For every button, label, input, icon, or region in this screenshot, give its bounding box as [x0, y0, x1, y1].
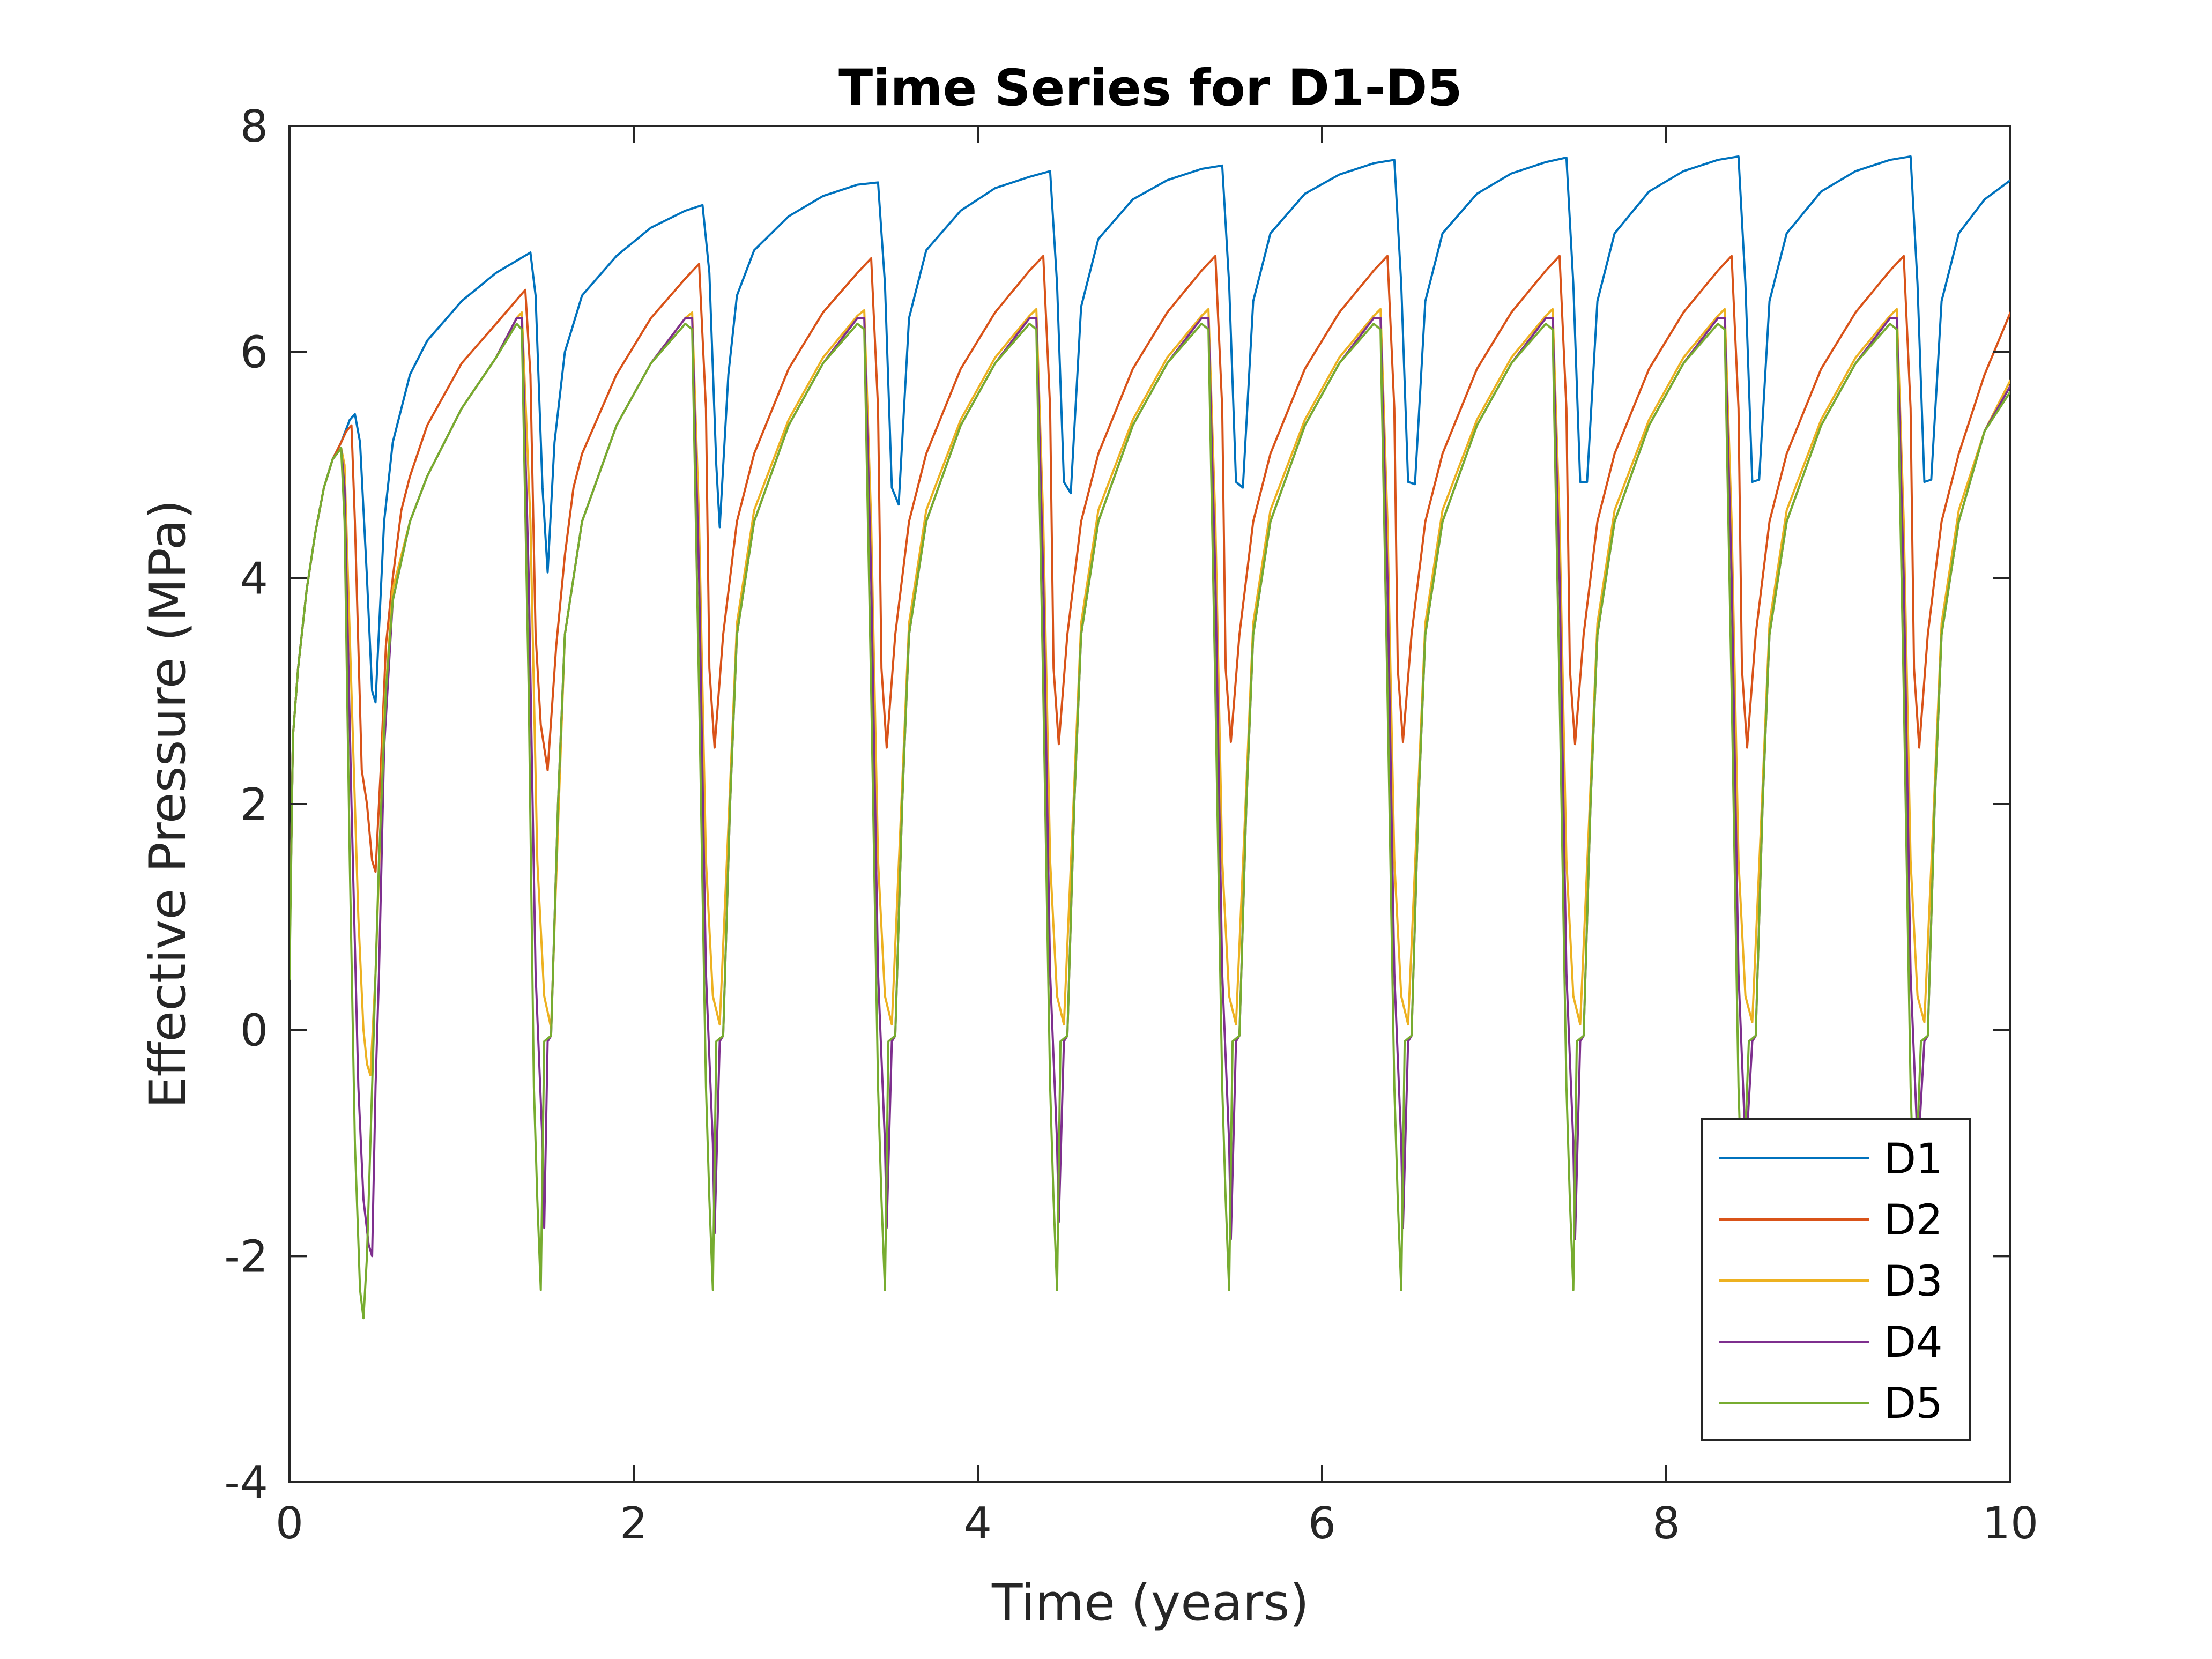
legend: D1 D2 D3 D4 D5 — [1701, 1118, 1971, 1441]
legend-item-d3: D3 — [1719, 1258, 1943, 1306]
chart-title: Time Series for D1-D5 — [838, 59, 1463, 117]
x-tick-label: 6 — [1308, 1498, 1336, 1549]
legend-item-d4: D4 — [1719, 1319, 1943, 1367]
series-layer — [290, 155, 2010, 1320]
legend-item-d2: D2 — [1719, 1196, 1943, 1245]
legend-item-d1: D1 — [1719, 1135, 1943, 1184]
x-tick-label: 0 — [276, 1498, 303, 1549]
series-line-d1 — [290, 155, 2010, 964]
legend-item-d5: D5 — [1719, 1380, 1943, 1428]
series-line-d5 — [290, 323, 2010, 1320]
y-tick-label: -2 — [224, 1231, 268, 1282]
y-tick-label: 4 — [240, 553, 268, 604]
x-tick-label: 8 — [1652, 1498, 1680, 1549]
series-line-d2 — [290, 255, 2010, 964]
y-tick-label: 8 — [240, 101, 268, 152]
legend-label: D5 — [1884, 1380, 1943, 1428]
legend-label: D1 — [1884, 1135, 1943, 1184]
y-tick-label: 2 — [240, 779, 268, 830]
tick-layer: 0 2 4 6 8 10 -4 -2 0 2 4 6 8 — [224, 101, 2038, 1549]
legend-label: D4 — [1884, 1319, 1943, 1367]
x-tick-label: 10 — [1983, 1498, 2038, 1549]
x-axis-label: Time (years) — [991, 1574, 1309, 1632]
y-tick-label: -4 — [224, 1457, 268, 1508]
legend-label: D2 — [1884, 1196, 1943, 1245]
x-tick-label: 2 — [620, 1498, 648, 1549]
y-axis-label: Effective Pressure (MPa) — [139, 500, 197, 1109]
y-tick-label: 6 — [240, 328, 268, 378]
y-tick-label: 0 — [240, 1006, 268, 1057]
legend-label: D3 — [1884, 1258, 1943, 1306]
x-tick-label: 4 — [964, 1498, 992, 1549]
